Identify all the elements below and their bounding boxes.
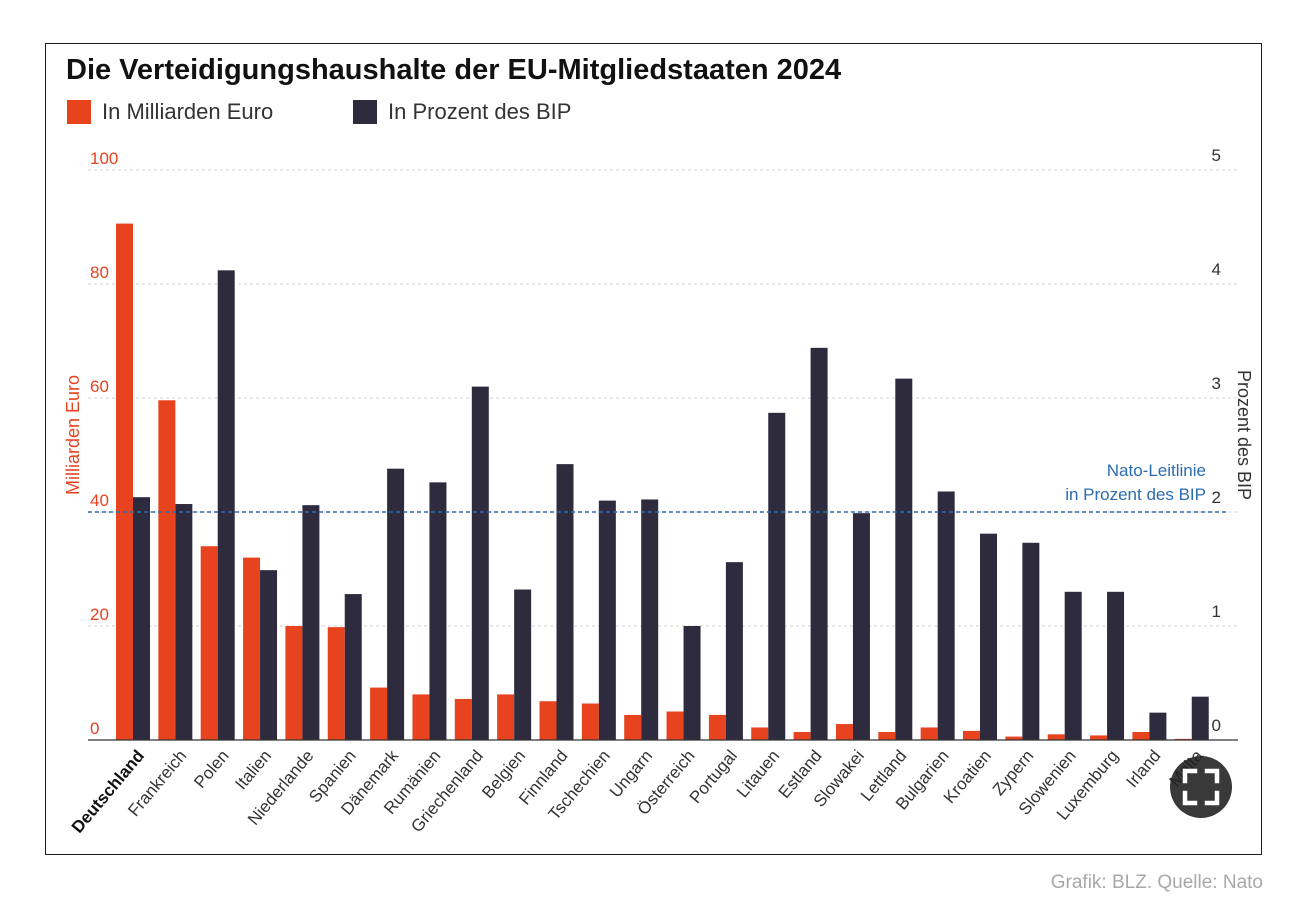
nato-label-line2: in Prozent des BIP [1065, 485, 1206, 504]
bar-euro-2 [200, 546, 218, 740]
bar-euro-21 [1005, 736, 1023, 740]
category-label-15: Litauen [733, 746, 783, 801]
bar-bip-21 [1022, 542, 1040, 740]
y-right-tick-label: 1 [1212, 602, 1221, 621]
bar-euro-23 [1090, 735, 1108, 740]
y-right-tick-label: 3 [1212, 374, 1221, 393]
bar-bip-25 [1191, 696, 1209, 740]
y-right-tick-label: 2 [1212, 488, 1221, 507]
bar-euro-10 [539, 701, 557, 740]
category-label-24: Irland [1123, 746, 1165, 791]
bar-bip-24 [1149, 712, 1167, 740]
y-left-tick-label: 20 [90, 605, 109, 624]
fullscreen-icon [1182, 768, 1220, 806]
bar-euro-14 [708, 714, 726, 740]
bar-euro-6 [370, 687, 388, 740]
bar-euro-1 [158, 400, 176, 740]
bar-bip-9 [514, 589, 532, 740]
y-left-tick-label: 60 [90, 377, 109, 396]
bar-euro-20 [963, 730, 980, 740]
bar-euro-15 [751, 727, 769, 740]
source-note: Grafik: BLZ. Quelle: Nato [1050, 872, 1263, 893]
bar-bip-10 [556, 464, 574, 740]
bar-euro-13 [666, 711, 684, 740]
bar-bip-22 [1064, 591, 1082, 740]
bar-bip-15 [768, 412, 786, 740]
legend-label-euro: In Milliarden Euro [102, 99, 274, 124]
bar-bip-4 [302, 505, 320, 740]
bar-euro-18 [878, 732, 896, 740]
y-right-tick-label: 5 [1212, 146, 1221, 165]
bar-euro-9 [497, 694, 515, 740]
bar-bip-13 [683, 626, 701, 740]
bar-bip-12 [641, 499, 659, 740]
legend-label-bip: In Prozent des BIP [388, 99, 572, 124]
y-right-axis-label: Prozent des BIP [1234, 370, 1254, 500]
bar-bip-6 [387, 468, 405, 740]
bar-euro-8 [454, 698, 472, 740]
nato-label-line1: Nato-Leitlinie [1107, 461, 1206, 480]
category-label-0: Deutschland [68, 746, 148, 836]
bar-bip-11 [598, 500, 616, 740]
bar-euro-24 [1132, 732, 1150, 740]
bar-bip-8 [471, 386, 489, 740]
bar-bip-20 [980, 533, 997, 740]
y-left-tick-label: 80 [90, 263, 109, 282]
bar-bip-18 [895, 378, 913, 740]
legend-swatch-bip [353, 100, 377, 124]
bar-bip-14 [725, 562, 743, 740]
y-left-tick-label: 100 [90, 149, 118, 168]
bar-euro-17 [835, 724, 853, 740]
bar-euro-22 [1047, 734, 1065, 740]
category-label-2: Polen [190, 746, 233, 792]
y-right-tick-label: 4 [1212, 260, 1221, 279]
bar-bip-5 [344, 594, 362, 740]
bar-euro-0 [116, 223, 133, 740]
bar-bip-2 [217, 270, 235, 740]
fullscreen-button[interactable] [1170, 756, 1232, 818]
bar-bip-0 [133, 497, 150, 740]
bar-bip-17 [852, 513, 870, 740]
y-left-tick-label: 40 [90, 491, 109, 510]
legend-item-bip: In Prozent des BIP [353, 99, 571, 125]
bar-euro-16 [793, 732, 811, 740]
bar-euro-5 [327, 627, 345, 740]
bar-bip-19 [937, 491, 955, 740]
bar-bip-23 [1107, 591, 1125, 740]
bar-euro-19 [920, 727, 938, 740]
y-left-tick-label: 0 [90, 719, 99, 738]
bar-euro-12 [624, 714, 642, 740]
legend-item-euro: In Milliarden Euro [67, 99, 273, 125]
y-right-tick-label: 0 [1212, 716, 1221, 735]
bar-euro-3 [243, 557, 261, 740]
legend-swatch-euro [67, 100, 91, 124]
chart-title: Die Verteidigungshaushalte der EU-Mitgli… [66, 54, 842, 86]
bar-euro-11 [581, 703, 599, 740]
bar-bip-1 [175, 504, 193, 740]
bar-bip-7 [429, 482, 447, 740]
y-left-axis-label: Milliarden Euro [63, 375, 83, 495]
bar-euro-7 [412, 694, 430, 740]
bar-bip-3 [260, 570, 278, 740]
bar-euro-4 [285, 626, 303, 740]
bar-bip-16 [810, 347, 828, 740]
